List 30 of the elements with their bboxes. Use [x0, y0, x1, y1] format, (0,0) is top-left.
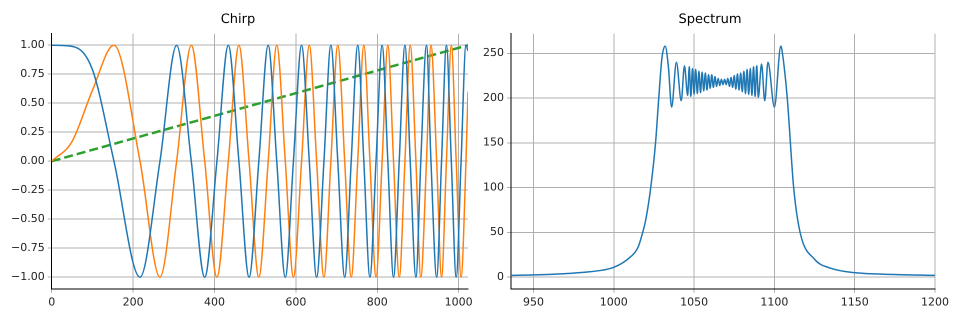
x-tick-label: 600 [285, 295, 306, 308]
y-tick-label: 50 [490, 225, 504, 238]
y-tick-label: −0.75 [10, 241, 45, 254]
line-series [510, 45, 936, 276]
y-tick-label: −0.25 [10, 183, 45, 196]
x-tick-label: 1000 [444, 295, 473, 308]
x-tick-label: 1050 [680, 295, 708, 308]
y-tick-label: 0.75 [20, 67, 45, 80]
chart-title: Spectrum [678, 12, 742, 28]
x-tick-label: 1150 [840, 295, 869, 308]
y-tick-label: 0.25 [20, 125, 45, 138]
x-tick-label: 1000 [600, 295, 628, 308]
x-tick-label: 1200 [921, 295, 950, 308]
x-tick-label: 800 [366, 295, 388, 308]
x-tick-label: 1100 [760, 295, 788, 308]
y-tick-label: 1.00 [20, 38, 45, 52]
y-tick-label: 150 [482, 136, 504, 149]
y-tick-label: 100 [482, 180, 504, 194]
y-tick-label: 250 [482, 46, 504, 60]
x-tick-label: 0 [48, 295, 56, 308]
y-tick-label: 0.00 [20, 154, 45, 168]
x-tick-label: 400 [204, 295, 225, 308]
y-tick-label: 0.50 [20, 96, 45, 110]
y-tick-label: −0.50 [10, 212, 45, 226]
x-tick-label: 950 [522, 295, 544, 308]
x-tick-label: 200 [122, 295, 144, 308]
y-tick-label: −1.00 [10, 270, 45, 284]
chart-title: Chirp [220, 12, 256, 28]
y-tick-label: 200 [482, 90, 504, 104]
y-tick-label: 0 [496, 270, 504, 284]
